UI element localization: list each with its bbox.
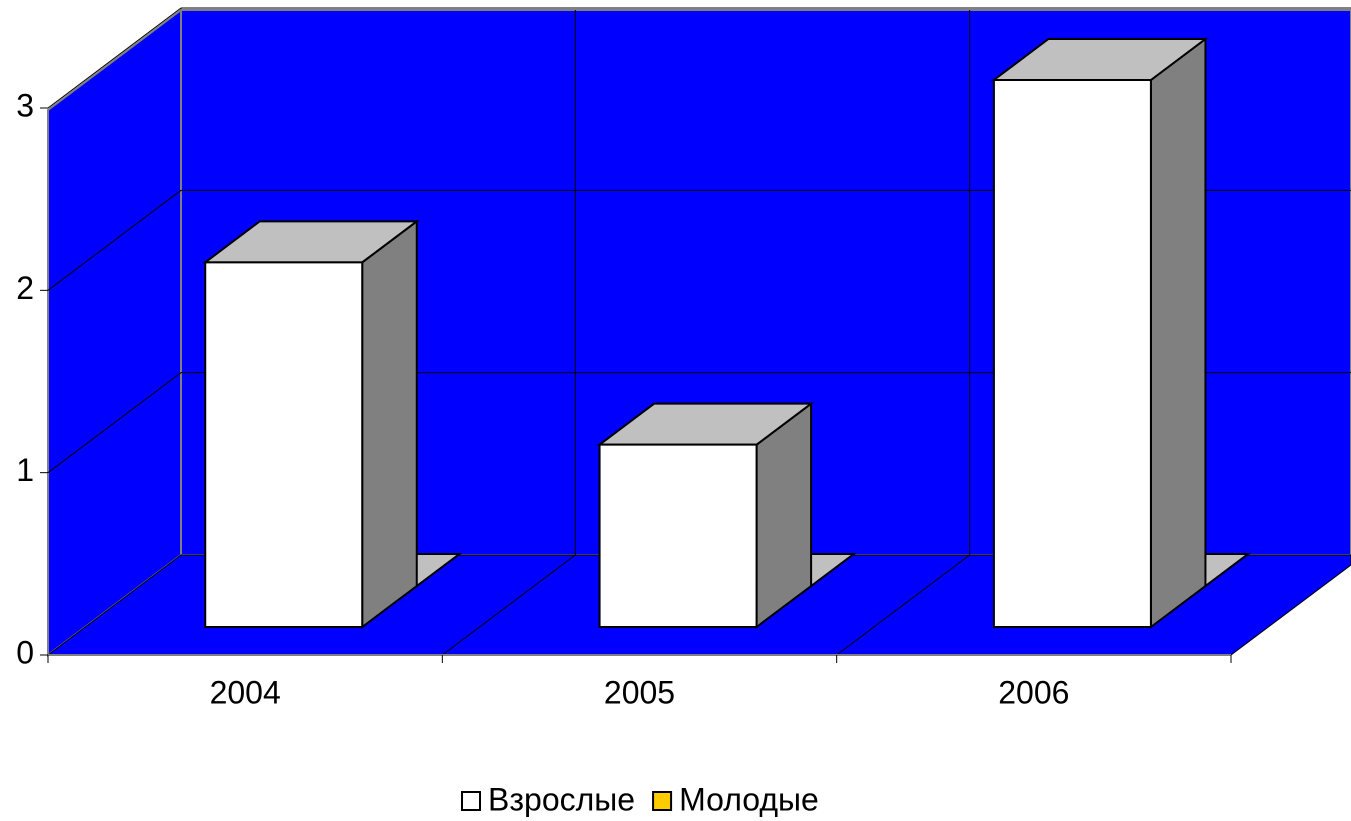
- legend-swatch: [461, 791, 481, 811]
- grid-line: [47, 7, 182, 109]
- grid-line: [47, 372, 182, 474]
- bar-side: [361, 219, 418, 630]
- x-tick-label: 2004: [210, 674, 281, 710]
- bar-side: [1149, 36, 1207, 630]
- bar: [598, 443, 758, 628]
- legend-label: Взрослые: [488, 781, 635, 817]
- floor-line: [442, 554, 576, 656]
- y-tick-label: 0: [16, 634, 34, 670]
- bar: [204, 261, 364, 628]
- left-wall: [47, 7, 182, 658]
- floor-line: [836, 554, 970, 656]
- y-tick-label: 3: [16, 87, 34, 123]
- bar: [992, 79, 1152, 628]
- x-tick-label: 2006: [998, 674, 1069, 710]
- legend-swatch: [652, 791, 673, 811]
- y-tick-label: 2: [16, 270, 34, 306]
- y-tick-label: 1: [16, 452, 34, 488]
- grid-line: [47, 189, 182, 291]
- legend-label: Молодые: [679, 781, 819, 817]
- x-tick-label: 2005: [604, 674, 675, 710]
